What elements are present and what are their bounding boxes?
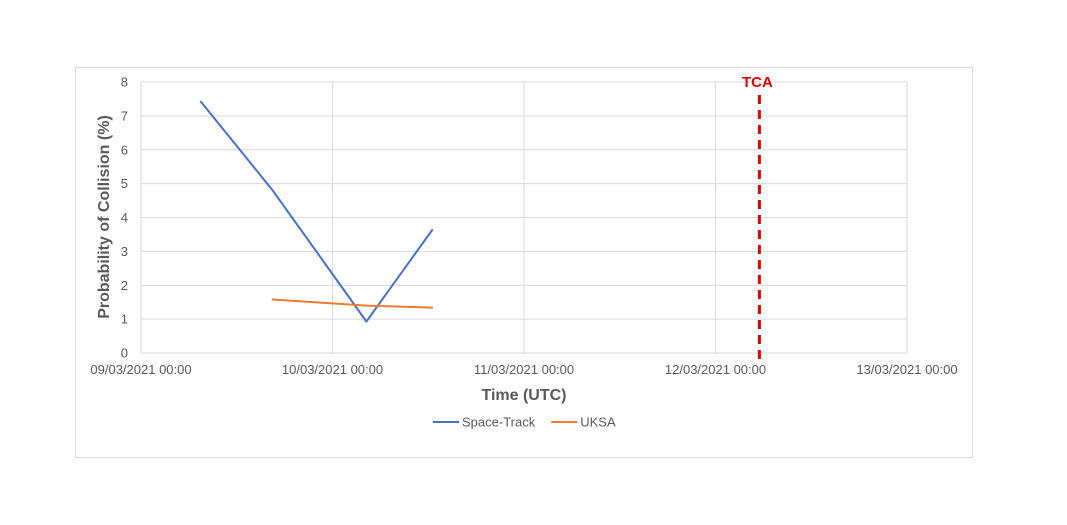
y-tick-label: 7 — [121, 108, 128, 123]
x-tick-label: 10/03/2021 00:00 — [282, 362, 383, 377]
x-tick-label: 13/03/2021 00:00 — [856, 362, 957, 377]
y-tick-label: 5 — [121, 176, 128, 191]
y-tick-label: 4 — [121, 210, 128, 225]
series-line-space-track — [199, 100, 434, 323]
x-tick-label: 09/03/2021 00:00 — [90, 362, 191, 377]
y-tick-label: 3 — [121, 244, 128, 259]
x-tick-label: 11/03/2021 00:00 — [474, 362, 574, 377]
series-line-uksa — [271, 298, 434, 309]
x-tick-label: 12/03/2021 00:00 — [665, 362, 766, 377]
x-axis-title: Time (UTC) — [481, 387, 566, 404]
y-tick-label: 2 — [121, 278, 128, 293]
legend-label: UKSA — [580, 415, 616, 430]
legend-label: Space-Track — [462, 415, 536, 430]
y-tick-label: 1 — [121, 312, 128, 327]
y-axis-title: Probability of Collision (%) — [96, 115, 113, 319]
y-tick-label: 8 — [121, 75, 128, 90]
y-tick-label: 6 — [121, 142, 128, 157]
y-tick-label: 0 — [121, 346, 128, 361]
tca-label: TCA — [742, 74, 773, 91]
